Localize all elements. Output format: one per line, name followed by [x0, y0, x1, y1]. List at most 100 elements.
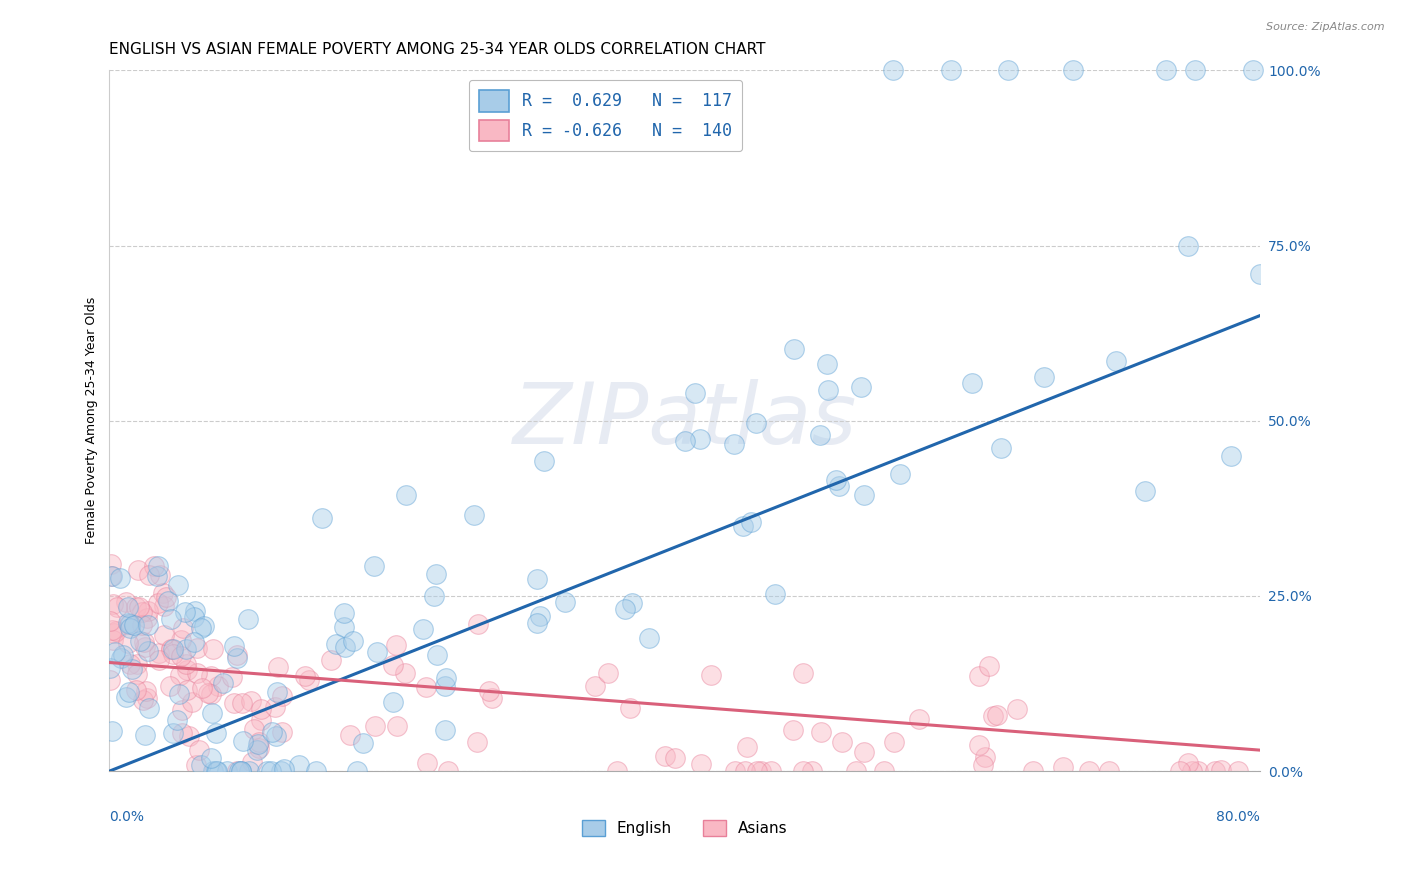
Point — [1098, 764, 1121, 778]
Point — [117, 615, 139, 630]
Point — [136, 604, 159, 618]
Point — [221, 670, 243, 684]
Y-axis label: Female Poverty Among 25-34 Year Olds: Female Poverty Among 25-34 Year Olds — [86, 297, 98, 544]
Point — [967, 669, 990, 683]
Point — [212, 676, 235, 690]
Point — [247, 735, 270, 749]
Point — [298, 673, 321, 687]
Point — [733, 518, 755, 533]
Point — [425, 566, 447, 581]
Point — [167, 687, 190, 701]
Point — [815, 357, 838, 371]
Point — [142, 559, 165, 574]
Point — [808, 428, 831, 442]
Point — [249, 713, 271, 727]
Point — [226, 648, 249, 663]
Point — [131, 618, 153, 632]
Point — [134, 640, 156, 654]
Point — [166, 713, 188, 727]
Point — [247, 737, 270, 751]
Point — [148, 646, 170, 660]
Point — [101, 569, 124, 583]
Point — [240, 755, 263, 769]
Point — [256, 764, 278, 778]
Point — [939, 63, 962, 78]
Point — [173, 605, 195, 619]
Point — [184, 604, 207, 618]
Point — [270, 764, 292, 778]
Point — [723, 437, 745, 451]
Point — [266, 729, 288, 743]
Point — [191, 681, 214, 695]
Point — [135, 683, 157, 698]
Point — [162, 725, 184, 739]
Point — [114, 690, 136, 704]
Point — [238, 764, 260, 778]
Point — [664, 751, 686, 765]
Point — [1105, 354, 1128, 368]
Point — [134, 728, 156, 742]
Point — [186, 640, 208, 655]
Point — [434, 679, 457, 693]
Point — [734, 764, 756, 778]
Point — [654, 749, 676, 764]
Point — [110, 651, 132, 665]
Point — [138, 701, 160, 715]
Point — [423, 589, 446, 603]
Point — [385, 638, 408, 652]
Point — [288, 757, 311, 772]
Point — [174, 642, 197, 657]
Point — [240, 694, 263, 708]
Point — [463, 508, 485, 522]
Point — [111, 648, 134, 662]
Point — [526, 572, 548, 586]
Point — [1133, 484, 1156, 499]
Point — [533, 454, 555, 468]
Point — [170, 649, 193, 664]
Point — [225, 651, 247, 665]
Legend: English, Asians: English, Asians — [575, 814, 793, 842]
Point — [1241, 63, 1264, 78]
Point — [263, 700, 285, 714]
Point — [596, 665, 619, 680]
Point — [271, 725, 294, 739]
Point — [231, 696, 253, 710]
Point — [101, 724, 124, 739]
Point — [193, 618, 215, 632]
Point — [207, 679, 229, 693]
Point — [222, 697, 245, 711]
Point — [273, 762, 295, 776]
Point — [176, 682, 198, 697]
Point — [242, 723, 264, 737]
Point — [1249, 267, 1271, 281]
Point — [319, 653, 342, 667]
Point — [332, 607, 354, 621]
Point — [907, 712, 929, 726]
Point — [415, 680, 437, 694]
Point — [346, 764, 368, 778]
Point — [236, 612, 259, 626]
Point — [200, 751, 222, 765]
Point — [981, 708, 1004, 723]
Point — [294, 669, 316, 683]
Point — [152, 586, 174, 600]
Point — [125, 657, 148, 671]
Point — [1184, 63, 1206, 78]
Point — [247, 740, 270, 755]
Point — [845, 764, 868, 778]
Point — [325, 637, 347, 651]
Point — [305, 764, 328, 778]
Point — [619, 701, 641, 715]
Point — [825, 474, 848, 488]
Point — [1204, 764, 1226, 778]
Point — [828, 479, 851, 493]
Point — [889, 467, 911, 482]
Point — [977, 659, 1000, 673]
Point — [436, 764, 458, 778]
Point — [225, 764, 247, 778]
Point — [169, 668, 191, 682]
Point — [683, 385, 706, 400]
Point — [1078, 764, 1101, 778]
Point — [128, 633, 150, 648]
Point — [170, 632, 193, 647]
